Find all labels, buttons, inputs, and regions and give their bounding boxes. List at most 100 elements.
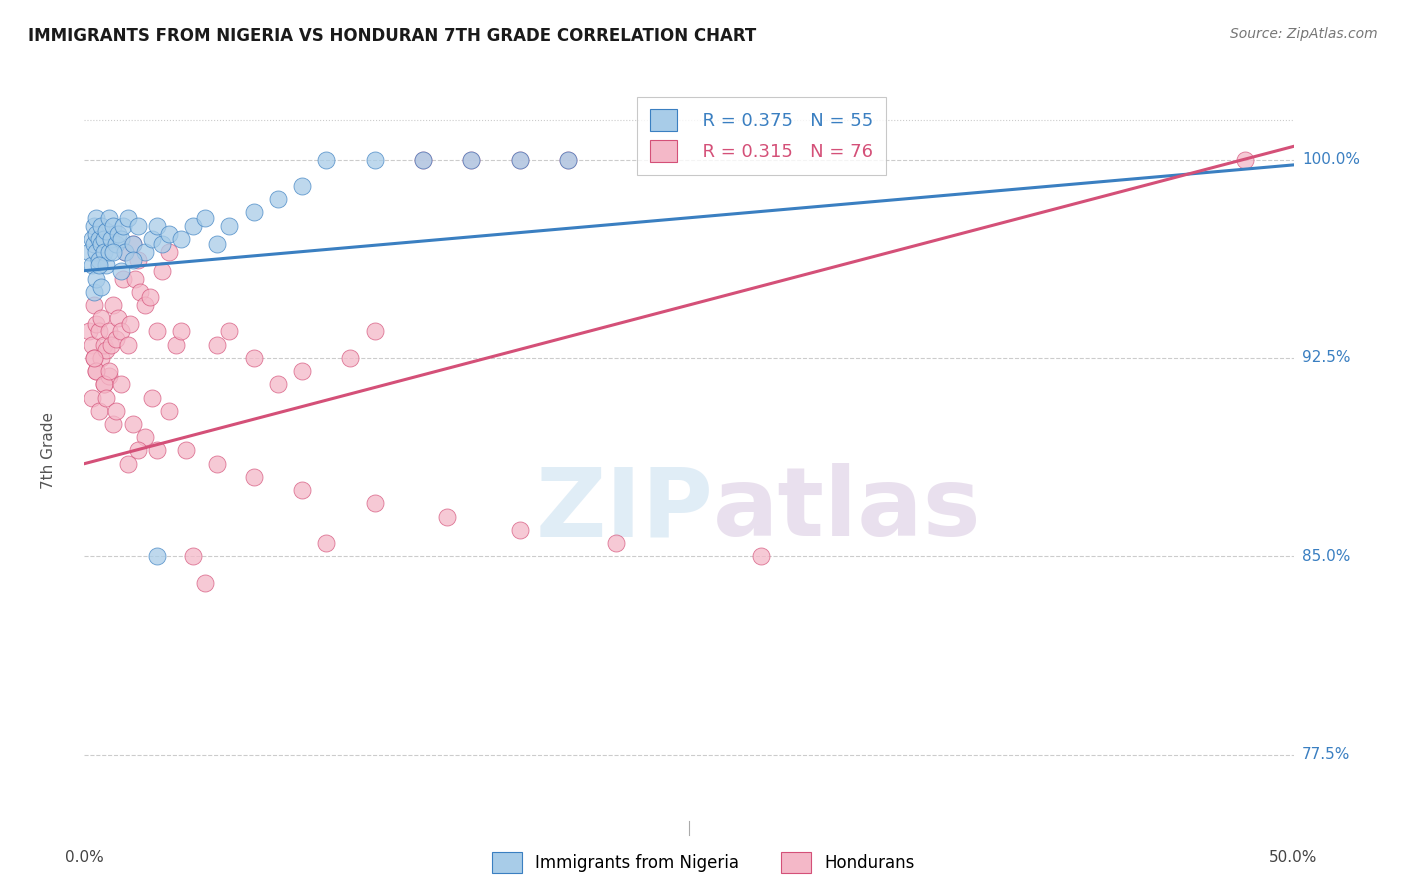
Text: 50.0%: 50.0% <box>1270 850 1317 865</box>
Point <box>557 153 579 167</box>
Point <box>110 232 132 246</box>
Point <box>134 245 156 260</box>
Text: IMMIGRANTS FROM NIGERIA VS HONDURAN 7TH GRADE CORRELATION CHART: IMMIGRANTS FROM NIGERIA VS HONDURAN 7TH … <box>28 27 756 45</box>
Legend:   R = 0.375   N = 55,   R = 0.315   N = 76: R = 0.375 N = 55, R = 0.315 N = 76 <box>637 96 886 175</box>
Point <box>87 232 110 246</box>
Point <box>267 192 290 206</box>
Point <box>93 245 115 260</box>
Point <box>117 337 139 351</box>
Point <box>83 351 105 365</box>
Point <box>194 575 217 590</box>
Point <box>117 211 139 225</box>
Point <box>121 237 143 252</box>
Point <box>97 211 120 225</box>
Point <box>460 153 482 167</box>
Point <box>207 457 229 471</box>
Point <box>181 549 204 564</box>
Point <box>315 153 337 167</box>
Point <box>207 337 229 351</box>
Text: atlas: atlas <box>713 463 981 557</box>
Point <box>218 219 240 233</box>
Point <box>90 219 112 233</box>
Point <box>90 237 112 252</box>
Point <box>121 253 143 268</box>
Point <box>170 325 193 339</box>
Point <box>141 391 163 405</box>
Point <box>114 245 136 260</box>
Point <box>94 224 117 238</box>
Point <box>94 259 117 273</box>
Point <box>509 523 531 537</box>
Point <box>127 443 149 458</box>
Point <box>157 404 180 418</box>
Point <box>86 227 108 241</box>
Text: ZIP: ZIP <box>536 463 713 557</box>
Point <box>134 430 156 444</box>
Point <box>134 298 156 312</box>
Point <box>412 153 434 167</box>
Point <box>77 245 100 260</box>
Point <box>170 232 193 246</box>
Point <box>363 325 385 339</box>
Point <box>104 237 127 252</box>
Text: 85.0%: 85.0% <box>1302 549 1350 564</box>
Point <box>157 245 180 260</box>
Point <box>100 337 122 351</box>
Point <box>291 364 314 378</box>
Text: 77.5%: 77.5% <box>1302 747 1350 762</box>
Point <box>363 153 385 167</box>
Point <box>412 153 434 167</box>
Point <box>80 337 103 351</box>
Point <box>181 219 204 233</box>
Point <box>436 509 458 524</box>
Text: 7th Grade: 7th Grade <box>41 412 56 489</box>
Point <box>112 271 135 285</box>
Point <box>242 351 264 365</box>
Point <box>110 263 132 277</box>
Legend: Immigrants from Nigeria, Hondurans: Immigrants from Nigeria, Hondurans <box>485 846 921 880</box>
Point <box>90 311 112 326</box>
Point <box>86 317 108 331</box>
Point <box>315 536 337 550</box>
Point <box>103 298 125 312</box>
Point <box>242 470 264 484</box>
Point <box>97 364 120 378</box>
Point <box>80 232 103 246</box>
Point <box>87 404 110 418</box>
Point <box>112 219 135 233</box>
Point <box>150 237 173 252</box>
Point <box>460 153 482 167</box>
Point <box>124 271 146 285</box>
Point <box>97 325 120 339</box>
Point <box>86 271 108 285</box>
Point <box>107 227 129 241</box>
Point <box>146 219 169 233</box>
Point <box>138 290 160 304</box>
Point <box>605 536 627 550</box>
Point <box>87 325 110 339</box>
Point <box>146 549 169 564</box>
Point <box>509 153 531 167</box>
Point <box>97 245 120 260</box>
Point <box>77 325 100 339</box>
Point <box>83 237 105 252</box>
Point <box>94 391 117 405</box>
Point <box>121 237 143 252</box>
Point <box>129 285 152 299</box>
Point <box>93 337 115 351</box>
Point <box>87 259 110 273</box>
Point <box>174 443 197 458</box>
Point <box>1234 153 1257 167</box>
Text: 0.0%: 0.0% <box>65 850 104 865</box>
Point <box>207 237 229 252</box>
Point <box>157 227 180 241</box>
Point <box>267 377 290 392</box>
Point <box>80 391 103 405</box>
Point <box>103 245 125 260</box>
Point <box>509 153 531 167</box>
Text: 92.5%: 92.5% <box>1302 351 1350 366</box>
Point <box>90 351 112 365</box>
Point <box>86 245 108 260</box>
Point <box>127 219 149 233</box>
Point <box>339 351 361 365</box>
